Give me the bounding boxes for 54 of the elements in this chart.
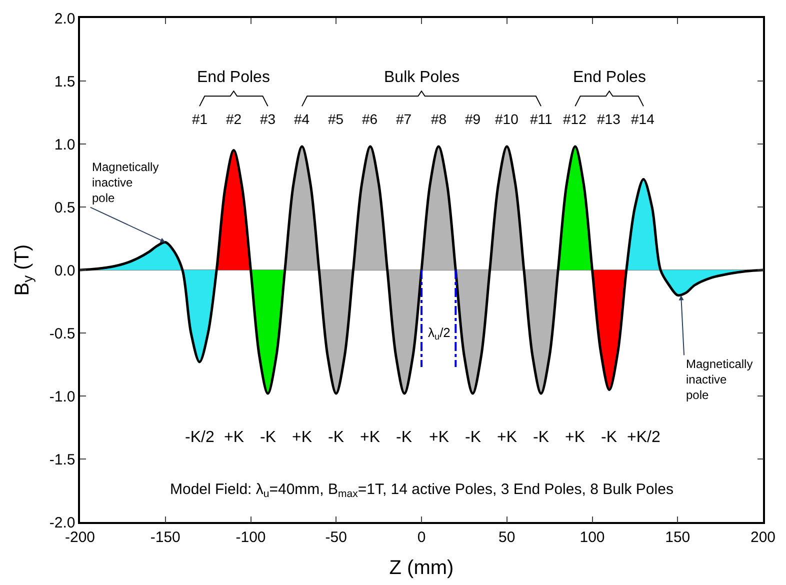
annotation: Model Field: λ$_{u}$=40mm, B$_{max}$=1T, 14 active Poles, 3 End Poles, 8 Bulk Poles	[170, 481, 674, 500]
x-tick-label: 200	[750, 528, 776, 546]
annotation: -K	[328, 429, 344, 446]
annotation: -K/2	[185, 429, 214, 446]
annotation: +K	[360, 429, 380, 446]
annotation: #14	[631, 111, 655, 127]
annotation: End Poles	[197, 69, 270, 86]
y-tick-label: 1.5	[54, 73, 76, 90]
annotation: #3	[260, 111, 276, 127]
annotation: +K	[429, 429, 450, 446]
x-axis-title: Z (mm)	[389, 556, 454, 579]
annotation: #11	[530, 111, 553, 127]
x-tick-label: -100	[236, 528, 266, 546]
annotation: #4	[294, 111, 310, 127]
y-tick-label: -0.5	[49, 325, 76, 342]
x-tick-label: -200	[64, 528, 96, 546]
x-tick-label: 150	[665, 528, 690, 546]
y-tick-label: 0.5	[54, 199, 76, 216]
x-tick-label: 50	[498, 528, 516, 546]
annotation: -K	[601, 429, 618, 446]
annotation: #7	[396, 111, 412, 127]
x-tick-label: 0	[417, 528, 426, 546]
annotation: End Poles	[573, 69, 646, 86]
y-tick-label: -1.0	[49, 388, 76, 406]
y-tick-label: -1.5	[49, 451, 76, 468]
y-tick-label: 1.0	[54, 136, 76, 154]
annotation: Magnetically inactive pole	[686, 357, 753, 402]
annotation: Magnetically inactive pole	[92, 160, 159, 206]
annotation: +K	[224, 429, 244, 446]
y-tick-label: -2.0	[49, 514, 76, 532]
annotation: #8	[431, 111, 447, 127]
annotation: #2	[226, 111, 242, 127]
annotation: Bulk Poles	[384, 69, 460, 86]
annotation: #10	[495, 111, 519, 127]
x-tick-label: 100	[580, 528, 605, 546]
annotation: #12	[563, 111, 587, 127]
annotation: -K	[396, 429, 412, 446]
y-tick-label: 0.0	[54, 262, 76, 280]
y-tick-label: 2.0	[54, 10, 76, 28]
annotation: #13	[597, 111, 621, 127]
annotation: +K/2	[627, 429, 660, 446]
annotation: #6	[362, 111, 378, 127]
annotation: #1	[192, 111, 208, 127]
x-tick-label: -50	[325, 528, 347, 546]
annotation: +K	[497, 429, 518, 446]
annotation: -K	[260, 429, 276, 446]
annotation: #5	[328, 111, 344, 127]
annotation: +K	[292, 429, 312, 446]
annotation: -K	[465, 429, 482, 446]
annotation: #9	[465, 111, 481, 127]
x-tick-label: -150	[150, 528, 180, 546]
annotation: λ$_{u}$/2	[428, 325, 450, 342]
annotation: +K	[565, 429, 586, 446]
annotation: -K	[533, 429, 550, 446]
